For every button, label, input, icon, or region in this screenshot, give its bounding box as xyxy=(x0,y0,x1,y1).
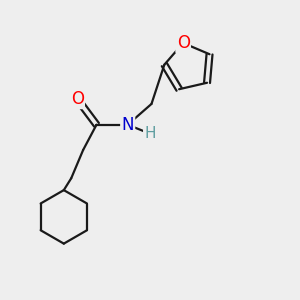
Text: O: O xyxy=(177,34,190,52)
Text: H: H xyxy=(144,126,156,141)
Text: N: N xyxy=(122,116,134,134)
Text: O: O xyxy=(71,90,84,108)
